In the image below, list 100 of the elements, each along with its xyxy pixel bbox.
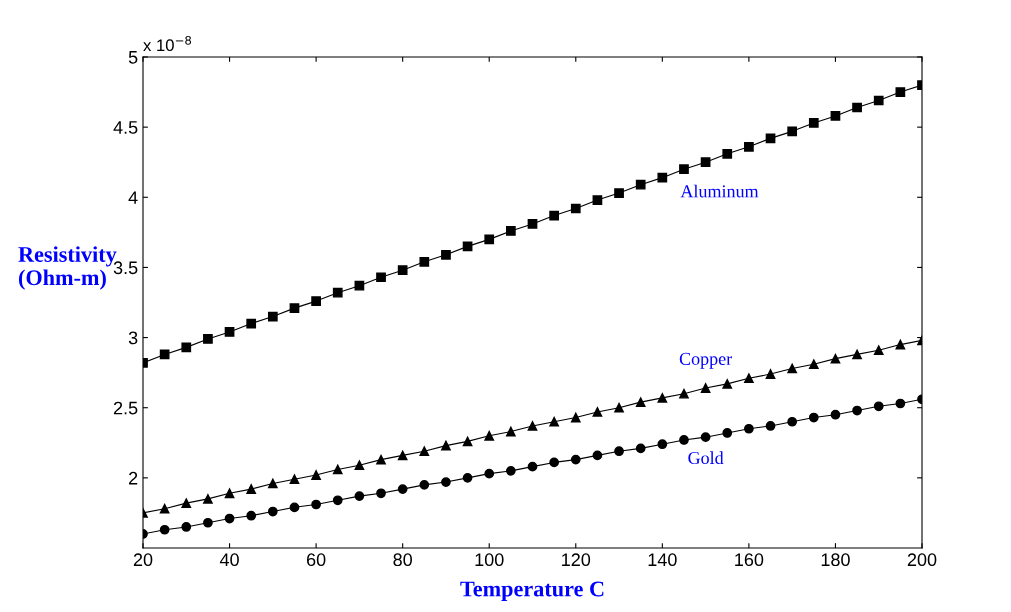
point bbox=[852, 349, 862, 360]
point bbox=[830, 353, 841, 364]
point bbox=[570, 203, 581, 214]
point bbox=[419, 446, 430, 457]
point bbox=[267, 311, 278, 322]
point bbox=[181, 342, 192, 353]
point bbox=[852, 102, 862, 113]
point bbox=[376, 272, 386, 283]
point bbox=[787, 126, 798, 137]
point bbox=[311, 296, 321, 306]
point bbox=[873, 95, 884, 106]
point bbox=[484, 430, 495, 441]
y-tick-label: 4.5 bbox=[113, 121, 138, 134]
point bbox=[744, 141, 754, 152]
point bbox=[484, 234, 495, 245]
point bbox=[246, 318, 257, 329]
x-axis-title: Temperature C bbox=[460, 581, 604, 601]
point bbox=[505, 226, 516, 236]
point bbox=[657, 172, 668, 183]
point bbox=[787, 416, 798, 427]
point bbox=[722, 148, 733, 159]
y-tick-label: 2 bbox=[129, 471, 138, 485]
point bbox=[722, 428, 733, 438]
point bbox=[830, 111, 841, 121]
point bbox=[787, 363, 798, 374]
point bbox=[765, 421, 776, 431]
point bbox=[181, 498, 192, 508]
point bbox=[527, 219, 538, 229]
point bbox=[441, 249, 451, 260]
x-tick-label: 160 bbox=[735, 553, 764, 567]
point bbox=[441, 440, 451, 451]
x-tick-label: 200 bbox=[907, 553, 937, 567]
point bbox=[549, 416, 560, 427]
x-tick-label: 60 bbox=[306, 553, 326, 567]
point bbox=[332, 495, 343, 506]
point bbox=[852, 405, 862, 416]
point bbox=[614, 446, 624, 457]
point bbox=[311, 470, 321, 480]
point bbox=[765, 369, 776, 379]
point bbox=[614, 188, 624, 198]
text: x 10$^{−8}$ bbox=[143, 35, 192, 52]
point bbox=[635, 397, 646, 407]
point bbox=[354, 491, 365, 501]
point bbox=[700, 432, 711, 443]
y-tick-label: 3 bbox=[128, 331, 138, 345]
point bbox=[592, 195, 603, 205]
point bbox=[332, 464, 343, 475]
point bbox=[159, 349, 170, 360]
x-tick-label: 140 bbox=[648, 553, 677, 567]
point bbox=[549, 210, 560, 221]
point bbox=[397, 265, 408, 276]
y-tick-label: 4 bbox=[128, 191, 138, 204]
point bbox=[224, 327, 235, 337]
point bbox=[570, 412, 581, 423]
point bbox=[246, 510, 257, 521]
x-tick-label: 120 bbox=[562, 553, 591, 567]
x-tick-label: 180 bbox=[821, 553, 850, 567]
x-tick-label: 20 bbox=[133, 553, 153, 567]
point bbox=[289, 502, 300, 513]
point bbox=[895, 398, 906, 409]
point bbox=[873, 345, 884, 356]
point bbox=[484, 468, 495, 479]
point bbox=[332, 287, 343, 298]
point bbox=[181, 522, 192, 532]
point bbox=[397, 450, 408, 461]
point bbox=[462, 472, 473, 483]
point bbox=[700, 383, 711, 393]
point bbox=[224, 488, 235, 499]
point bbox=[289, 474, 300, 485]
point bbox=[203, 494, 213, 504]
point bbox=[679, 388, 689, 399]
point bbox=[203, 517, 213, 528]
point bbox=[592, 407, 603, 417]
point bbox=[419, 256, 430, 267]
series-label: Gold bbox=[688, 451, 724, 465]
point bbox=[635, 443, 646, 454]
point bbox=[289, 303, 300, 313]
point bbox=[527, 461, 538, 472]
point bbox=[808, 412, 819, 423]
point bbox=[203, 334, 213, 344]
point bbox=[397, 484, 408, 494]
point bbox=[830, 409, 841, 420]
point bbox=[700, 157, 711, 168]
point bbox=[354, 460, 365, 471]
point bbox=[376, 454, 386, 465]
point bbox=[267, 506, 278, 517]
point bbox=[635, 179, 646, 190]
point bbox=[592, 450, 603, 461]
point bbox=[159, 503, 170, 514]
point bbox=[462, 436, 473, 447]
point bbox=[354, 280, 365, 291]
point bbox=[657, 393, 668, 403]
point bbox=[505, 426, 516, 437]
point bbox=[311, 499, 321, 510]
point bbox=[744, 373, 754, 384]
point bbox=[895, 87, 906, 97]
series-label: Aluminum bbox=[680, 184, 759, 198]
point bbox=[441, 477, 451, 487]
y-tick-label: 2.5 bbox=[113, 401, 138, 415]
point bbox=[505, 465, 516, 476]
